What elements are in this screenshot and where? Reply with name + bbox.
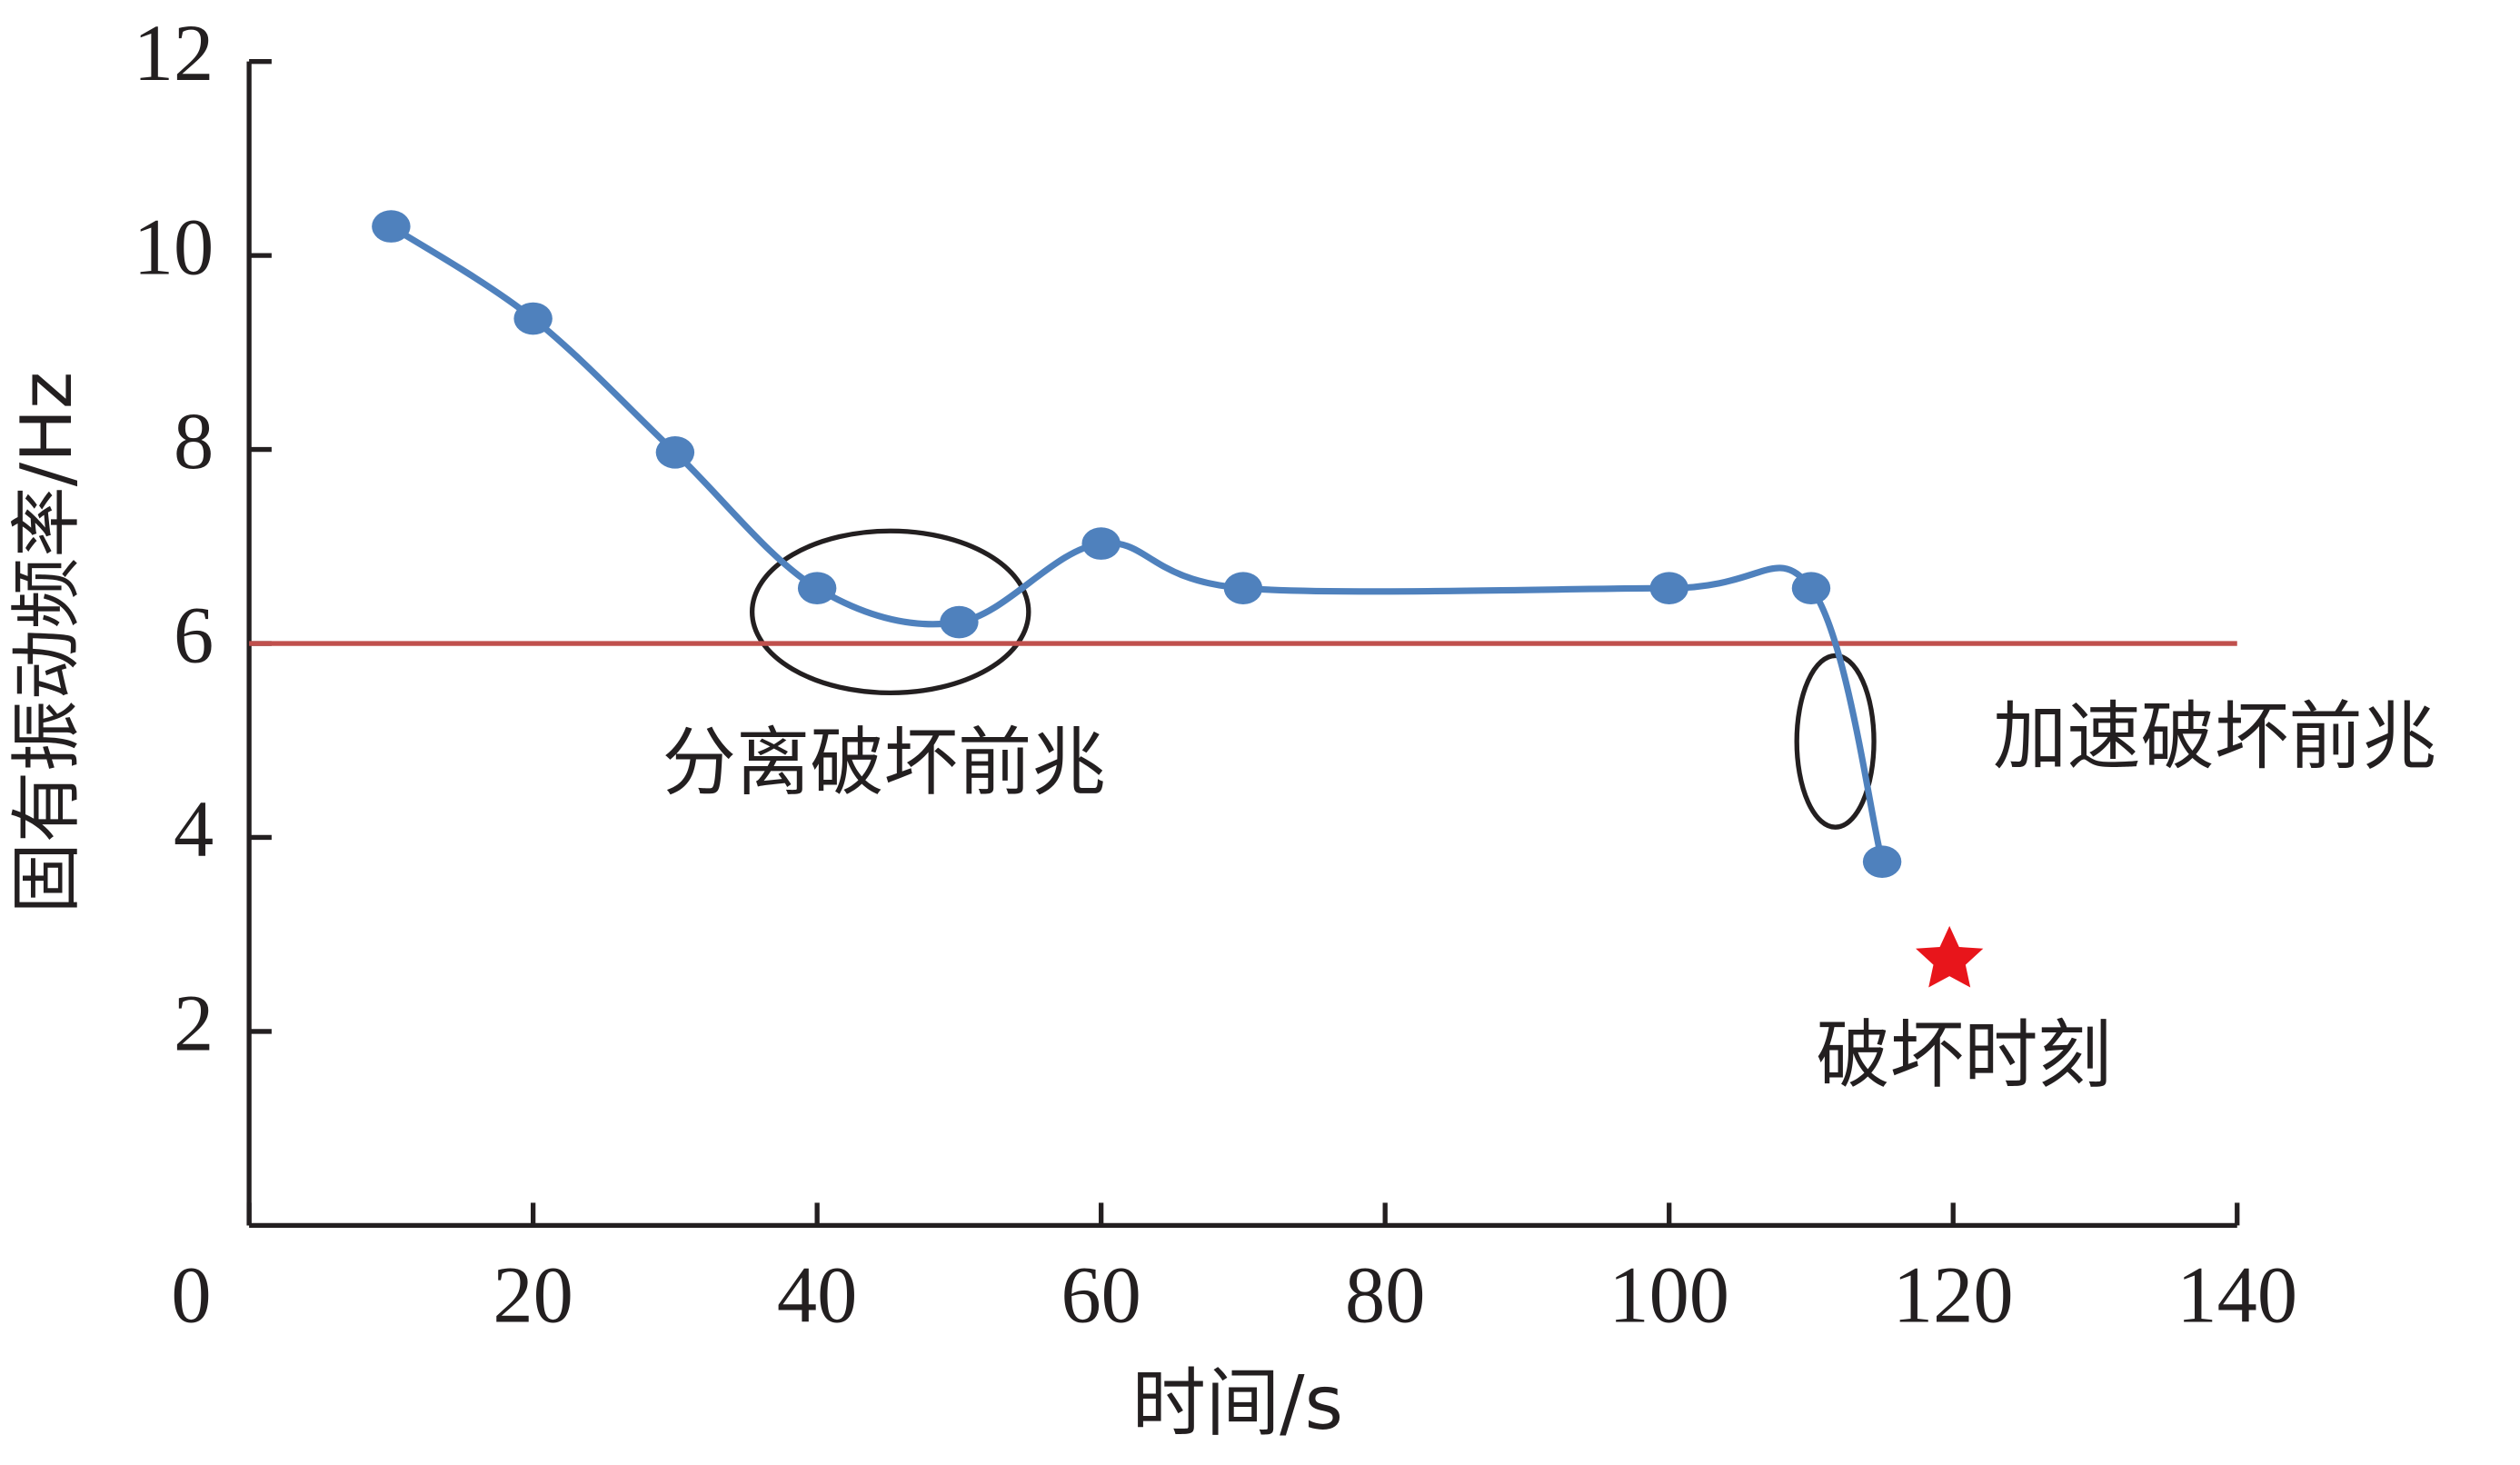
y-tick-label: 12 xyxy=(134,9,214,98)
y-tick-label: 6 xyxy=(174,591,214,680)
plot-area: 0 20 40 60 80 100 120 140 2 4 6 8 10 12 xyxy=(134,9,2297,1340)
y-tick-label: 2 xyxy=(174,979,214,1068)
data-point xyxy=(797,572,837,605)
x-tick-label: 100 xyxy=(1609,1251,1729,1340)
failure-star xyxy=(1916,925,1984,988)
annotation-ellipse xyxy=(1794,653,1877,830)
data-point xyxy=(1862,845,1902,878)
x-tick-label: 140 xyxy=(2176,1251,2297,1340)
x-tick-label: 80 xyxy=(1345,1251,1425,1340)
y-axis-label: 固有振动频率/Hz xyxy=(6,372,88,914)
x-tick-label: 20 xyxy=(493,1251,573,1340)
data-point xyxy=(940,605,979,639)
data-point xyxy=(372,210,411,243)
data-point xyxy=(513,302,553,335)
annotation: 分离破坏前兆 xyxy=(662,720,1106,806)
data-point xyxy=(655,435,695,469)
data-point xyxy=(1649,572,1688,605)
annotation: 加速破坏前兆 xyxy=(1993,693,2436,780)
data-point xyxy=(1223,572,1263,605)
annotation-ellipse xyxy=(750,528,1031,696)
data-point xyxy=(1081,527,1121,560)
x-tick-label: 0 xyxy=(171,1251,211,1340)
annotation: 破坏时刻 xyxy=(1816,1012,2111,1099)
x-tick-label: 40 xyxy=(777,1251,857,1340)
y-tick-label: 8 xyxy=(174,397,214,486)
x-axis-label: 时间/s xyxy=(1132,1360,1343,1447)
x-tick-label: 120 xyxy=(1893,1251,2014,1340)
y-tick-label: 10 xyxy=(134,203,214,292)
x-tick-label: 60 xyxy=(1061,1251,1140,1340)
y-tick-label: 4 xyxy=(174,785,214,874)
data-point xyxy=(1791,572,1831,605)
